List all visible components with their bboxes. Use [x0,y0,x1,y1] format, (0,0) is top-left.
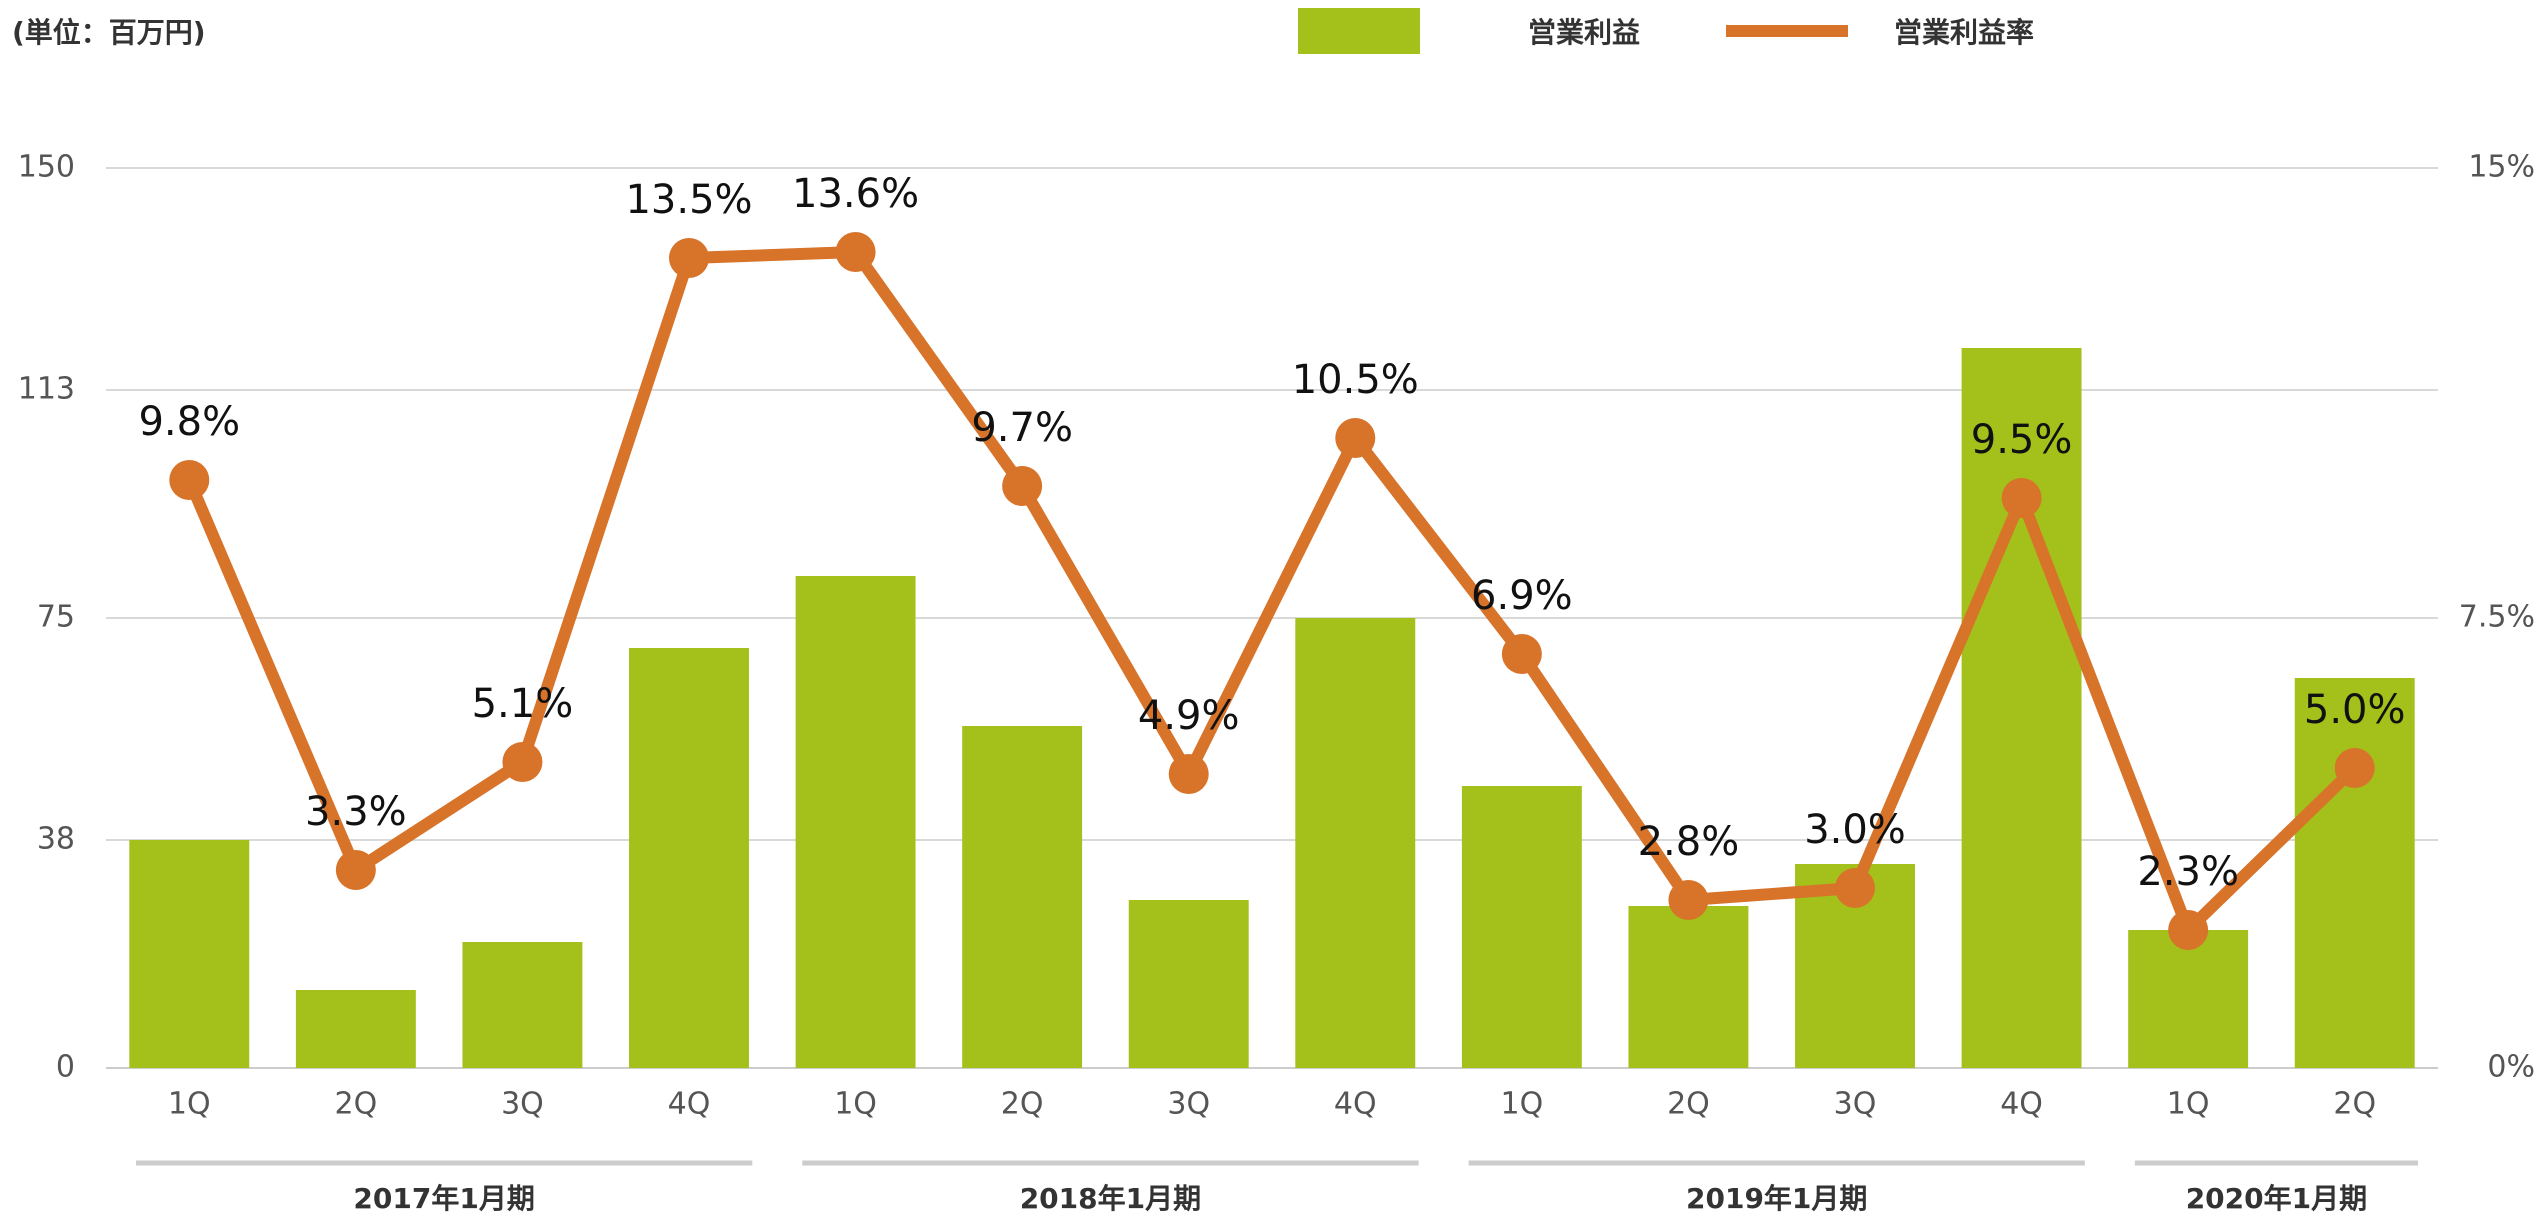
line [183,246,2359,936]
line-point [169,460,210,500]
bar [129,840,250,1068]
y-tick-label: 150 [18,150,75,185]
line-point [835,232,876,272]
group-label: 2020年1月期 [2186,1182,2367,1215]
group-label: 2017年1月期 [353,1182,534,1215]
y2-tick-label: 15% [2468,150,2535,185]
line-point [335,850,376,890]
x-tick-label: 3Q [1167,1087,1210,1122]
data-label: 3.0% [1804,807,1906,853]
data-label: 13.6% [792,171,919,217]
y2-tick-label: 0% [2487,1050,2535,1085]
x-tick-label: 1Q [834,1087,877,1122]
bar [295,990,416,1068]
x-tick-label: 1Q [1501,1087,1544,1122]
y-tick-label: 0 [56,1050,75,1085]
data-label: 10.5% [1292,357,1419,403]
bar [1961,348,2082,1068]
bar [1295,618,1416,1068]
bar [2294,678,2415,1068]
x-tick-label: 1Q [2167,1087,2210,1122]
line-point [1335,418,1376,458]
bar [629,648,749,1068]
legend-swatch [1298,8,1420,54]
data-label: 9.5% [1971,417,2073,463]
line-point [2001,478,2042,518]
data-label: 6.9% [1471,573,1573,619]
x-tick-label: 1Q [168,1087,211,1122]
y2-tick-label: 7.5% [2459,600,2535,635]
data-label: 9.7% [971,405,1073,451]
legend-label: 営業利益率 [1894,16,2034,49]
x-tick-label: 2Q [1667,1087,1710,1122]
line-point [502,742,543,782]
bar [462,942,583,1068]
line-point [1168,754,1209,794]
y-tick-label: 113 [18,372,75,407]
x-tick-label: 2Q [1001,1087,1044,1122]
bar [1628,906,1749,1068]
data-label: 5.1% [472,681,574,727]
data-label: 9.8% [138,399,240,445]
x-tick-label: 4Q [668,1087,711,1122]
data-label: 3.3% [305,789,407,835]
line-point [669,238,709,278]
group-label: 2018年1月期 [1020,1182,1201,1215]
line-point [1501,634,1542,674]
bar [1128,900,1249,1068]
data-label: 2.3% [2137,849,2239,895]
line-point [1835,868,1875,908]
line-point [1002,466,1043,506]
line-point [2334,748,2375,788]
bar [962,726,1083,1068]
line-point [2168,910,2209,950]
x-tick-label: 3Q [501,1087,544,1122]
unit-label: (単位：百万円) [12,16,206,49]
bar [795,576,916,1068]
line-point [1668,880,1709,920]
x-tick-label: 2Q [335,1087,378,1122]
legend-label: 営業利益 [1528,16,1640,49]
group-label: 2019年1月期 [1686,1182,1867,1215]
legend-swatch [1726,25,1848,37]
x-tick-label: 4Q [2000,1087,2043,1122]
x-tick-label: 3Q [1834,1087,1877,1122]
y-tick-label: 75 [37,600,75,635]
bar [2128,930,2249,1068]
bar [1461,786,1582,1068]
data-label: 2.8% [1638,819,1740,865]
data-label: 5.0% [2304,687,2406,733]
data-label: 4.9% [1138,693,1240,739]
x-tick-label: 2Q [2333,1087,2376,1122]
data-label: 13.5% [625,177,752,223]
x-tick-label: 4Q [1334,1087,1377,1122]
y-tick-label: 38 [37,822,75,857]
